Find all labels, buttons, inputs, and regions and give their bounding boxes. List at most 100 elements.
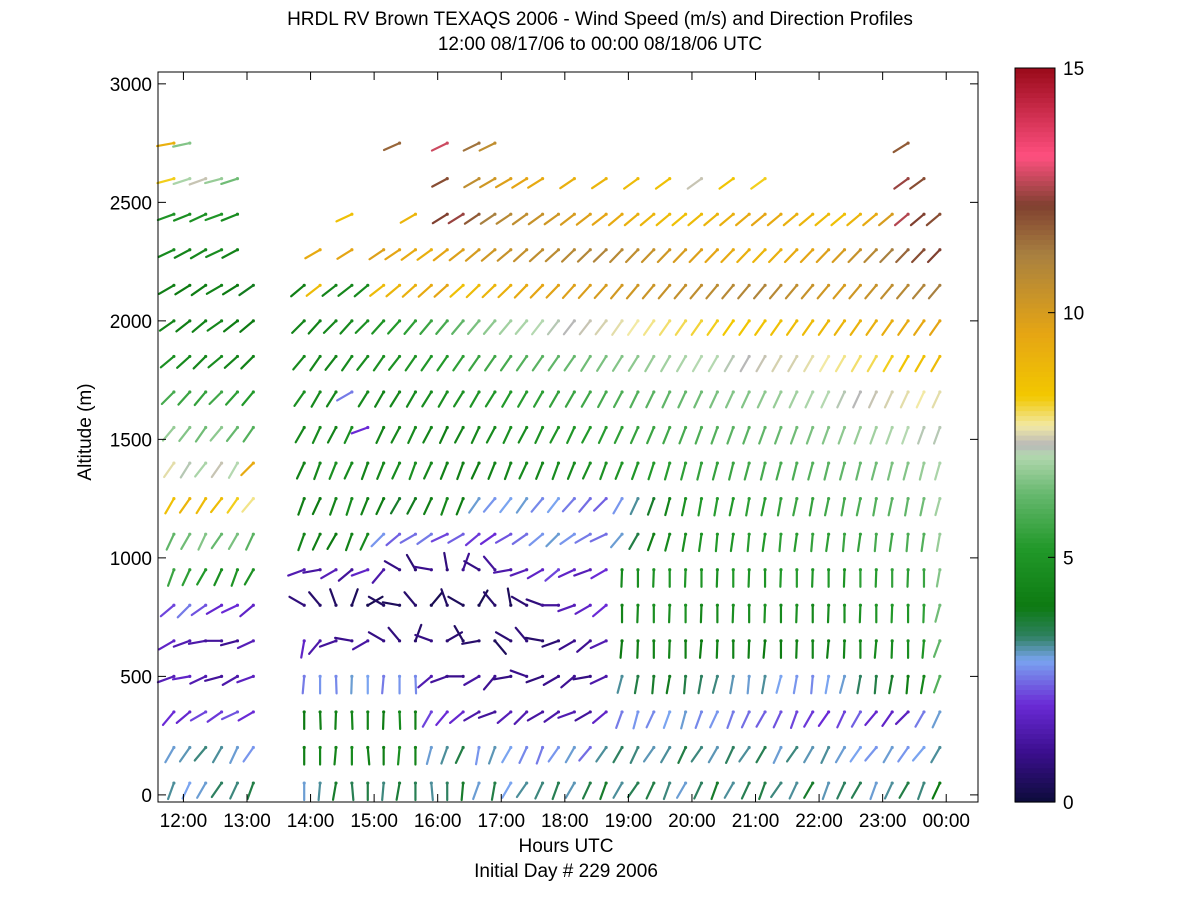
colorbar-segment <box>1015 156 1055 162</box>
wind-barb <box>403 591 418 607</box>
wind-barb <box>189 248 208 260</box>
wind-barb <box>321 283 338 297</box>
wind-barb <box>163 461 176 479</box>
wind-barb <box>350 674 354 695</box>
wind-barb <box>356 354 370 371</box>
wind-barb <box>620 603 624 624</box>
colorbar-segment <box>1015 562 1055 568</box>
colorbar-segment <box>1015 508 1055 514</box>
wind-barb <box>413 745 418 766</box>
wind-barb <box>629 497 640 516</box>
wind-barb <box>220 603 240 614</box>
wind-barb <box>931 710 942 729</box>
wind-barb <box>839 461 847 481</box>
wind-barb <box>873 674 878 695</box>
wind-barb <box>551 461 561 481</box>
wind-barb <box>803 710 815 728</box>
wind-barb <box>237 710 255 722</box>
colorbar-segment <box>1015 753 1055 759</box>
colorbar-segment <box>1015 547 1055 554</box>
wind-barb <box>772 710 783 729</box>
wind-barb <box>672 248 688 264</box>
wind-barb <box>366 781 370 802</box>
wind-barb <box>178 497 192 514</box>
colorbar-segment <box>1015 523 1055 529</box>
wind-barb <box>425 745 433 766</box>
wind-barb <box>506 587 513 607</box>
wind-barb <box>161 710 176 727</box>
wind-barb <box>524 636 545 643</box>
wind-barb <box>387 319 402 335</box>
wind-barb <box>527 212 545 226</box>
wind-barb <box>577 283 592 300</box>
wind-barb <box>898 781 910 799</box>
wind-barb <box>770 781 783 799</box>
wind-barb <box>657 283 672 300</box>
wind-barb <box>639 212 656 227</box>
wind-barb <box>775 461 783 481</box>
colorbar-segment <box>1015 175 1055 182</box>
wind-barb <box>800 283 815 300</box>
wind-barb <box>629 425 640 445</box>
colorbar-segment <box>1015 244 1055 250</box>
wind-barb <box>423 497 433 516</box>
wind-barb <box>210 461 224 479</box>
colorbar-segment <box>1015 513 1055 519</box>
wind-barb <box>922 603 926 624</box>
colorbar-segment <box>1015 527 1055 534</box>
wind-barb <box>455 497 465 516</box>
wind-barb <box>772 745 783 764</box>
colorbar-segment <box>1015 474 1055 480</box>
wind-barb <box>502 425 513 445</box>
wind-barb <box>592 603 608 618</box>
wind-barb <box>842 568 847 588</box>
wind-barb <box>905 532 910 553</box>
wind-barb <box>334 710 338 731</box>
wind-barb <box>927 283 942 300</box>
wind-barb <box>723 781 735 799</box>
wind-barb <box>768 283 783 300</box>
wind-barb <box>807 461 815 481</box>
colorbar-segment <box>1015 464 1055 470</box>
wind-barb <box>172 212 192 222</box>
wind-barb <box>789 710 799 730</box>
colorbar-segment <box>1015 782 1055 788</box>
y-tick-label: 2000 <box>110 312 152 333</box>
wind-barb <box>221 283 240 296</box>
wind-barb <box>494 532 513 544</box>
wind-barb <box>544 568 561 582</box>
wind-barb <box>827 568 831 588</box>
wind-barb <box>890 639 894 659</box>
wind-barb <box>661 390 672 409</box>
wind-barb <box>453 625 465 643</box>
colorbar-segment <box>1015 87 1055 94</box>
wind-barb <box>882 745 894 764</box>
wind-barb <box>681 532 688 553</box>
wind-barb <box>221 248 240 259</box>
wind-barb <box>487 461 497 480</box>
wind-barb <box>785 745 799 763</box>
wind-barb <box>824 674 831 695</box>
wind-barb <box>226 497 240 514</box>
wind-barb <box>720 248 735 264</box>
wind-barb <box>390 425 402 444</box>
colorbar-segment <box>1015 77 1055 84</box>
wind-barb <box>770 319 783 336</box>
wind-barb <box>735 212 751 227</box>
wind-barb <box>318 639 338 648</box>
wind-barb <box>892 141 910 154</box>
colorbar-segment <box>1015 718 1055 725</box>
wind-barb <box>166 781 176 801</box>
wind-barb <box>156 141 176 148</box>
wind-barb <box>213 568 224 587</box>
wind-barb <box>293 390 306 407</box>
wind-barb <box>784 283 799 300</box>
wind-barb <box>821 781 831 801</box>
wind-barb <box>694 710 704 730</box>
wind-barb <box>391 461 402 480</box>
wind-barb <box>820 390 831 409</box>
wind-barb <box>881 710 894 727</box>
wind-barb <box>160 390 176 406</box>
wind-barb <box>713 497 719 517</box>
wind-barb <box>438 425 449 445</box>
